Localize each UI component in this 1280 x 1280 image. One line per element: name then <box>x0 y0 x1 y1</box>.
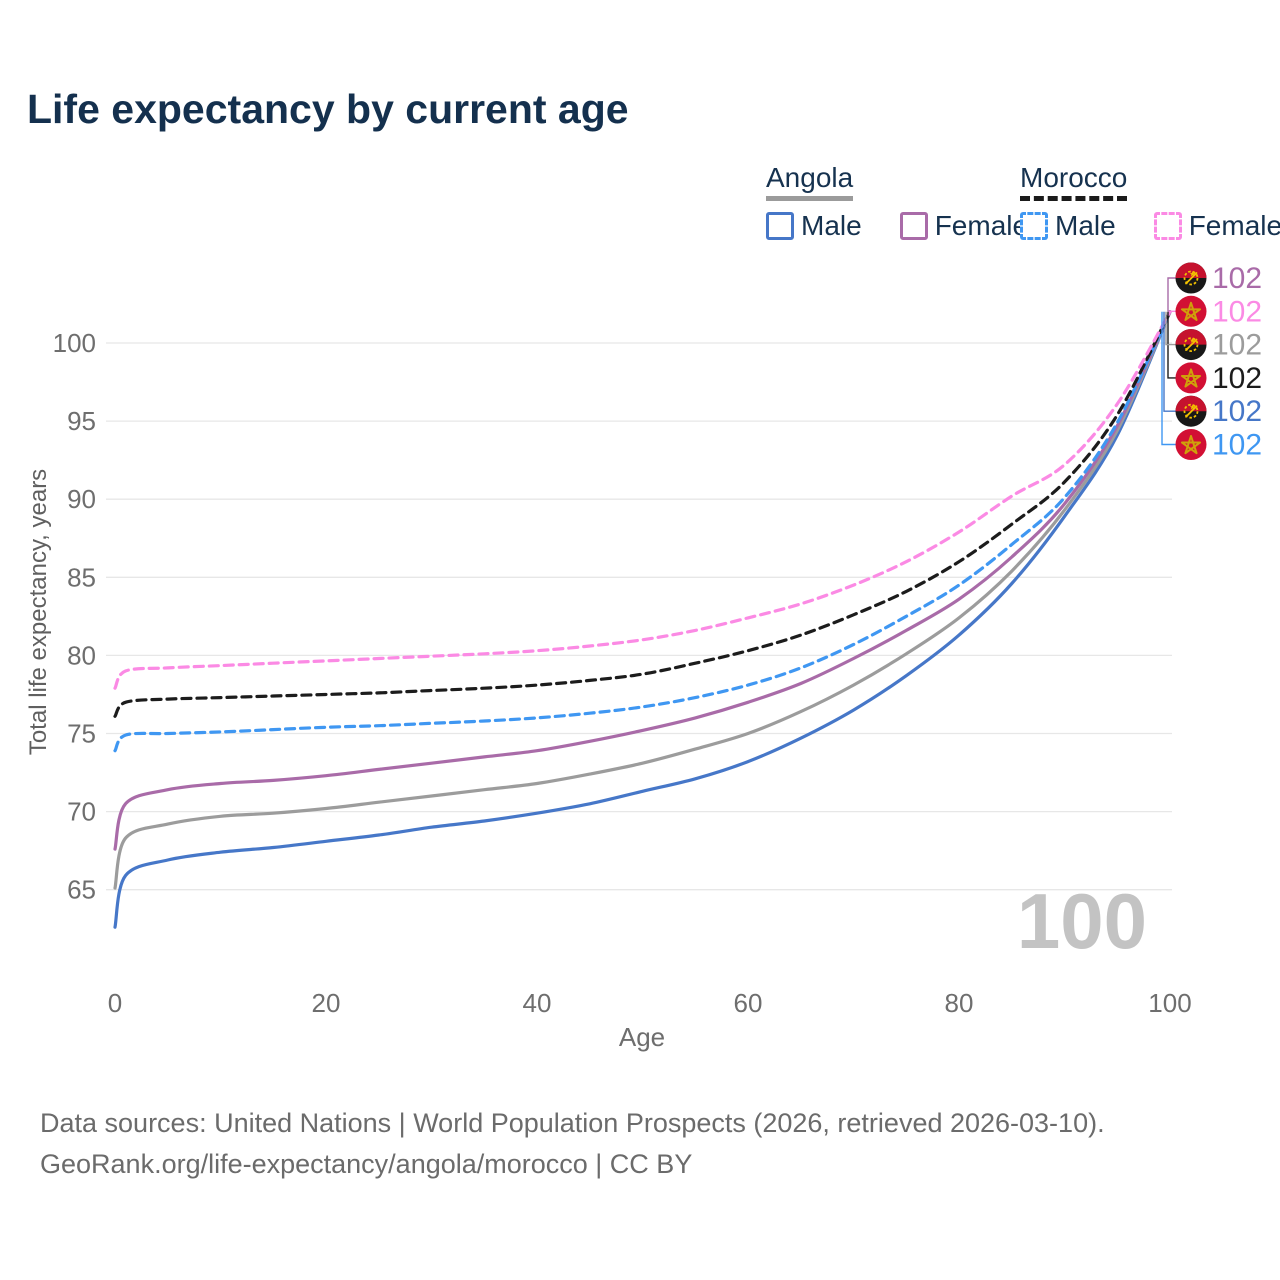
morocco-flag-icon <box>1175 429 1207 460</box>
end-leader-angola-male <box>1163 311 1176 412</box>
y-tick-label: 80 <box>67 640 96 670</box>
legend-item-angola-female[interactable]: Female <box>899 210 1029 242</box>
legend-item-morocco-male[interactable]: Male <box>1020 210 1116 242</box>
legend-group-morocco: Morocco Male Female <box>1020 162 1280 242</box>
line-angola-total <box>113 310 1172 890</box>
age-watermark: 100 <box>1017 877 1147 965</box>
legend-item-label: Female <box>934 210 1029 241</box>
line-morocco-male <box>113 310 1172 753</box>
page-title: Life expectancy by current age <box>27 86 629 132</box>
footer: Data sources: United Nations | World Pop… <box>40 1103 1105 1185</box>
end-leader-angola-total <box>1165 311 1176 346</box>
end-value-label-morocco-total: 102 <box>1212 362 1262 395</box>
end-value-label-morocco-male: 102 <box>1212 429 1262 462</box>
angola-flag-icon <box>1175 262 1207 294</box>
legend-group-title-morocco: Morocco <box>1020 162 1128 201</box>
y-tick-label: 85 <box>67 562 96 592</box>
legend: Angola Male Female Morocco Male <box>0 0 1280 242</box>
y-axis-title: Total life expectancy, years <box>25 469 52 755</box>
line-morocco-female <box>113 310 1172 690</box>
morocco-flag-icon <box>1175 295 1207 327</box>
y-tick-label: 65 <box>67 875 96 905</box>
angola-flag-icon <box>1175 329 1207 361</box>
x-tick-label: 40 <box>523 988 552 1018</box>
series-lines <box>113 310 1172 929</box>
legend-item-label: Female <box>1188 210 1280 241</box>
angola-female-swatch-icon[interactable] <box>899 212 928 240</box>
end-leader-morocco-male <box>1161 311 1176 446</box>
legend-item-angola-male[interactable]: Male <box>766 210 862 242</box>
end-leader-angola-female <box>1167 277 1176 312</box>
line-angola-female <box>113 310 1172 851</box>
morocco-female-swatch-icon[interactable] <box>1153 212 1182 240</box>
gridlines <box>106 342 1172 891</box>
x-tick-label: 60 <box>734 988 763 1018</box>
attribution-line: GeoRank.org/life-expectancy/angola/moroc… <box>40 1149 693 1179</box>
x-tick-label: 100 <box>1148 988 1191 1018</box>
end-value-label-morocco-female: 102 <box>1212 295 1262 328</box>
x-axis-title: Age <box>619 1022 665 1052</box>
legend-group-angola: Angola Male Female <box>766 162 1028 242</box>
line-morocco-total <box>113 310 1172 718</box>
morocco-male-swatch-icon[interactable] <box>1020 212 1048 240</box>
axis-tick-labels: 65 70 75 80 85 90 95 100 0 20 40 60 80 100 <box>53 328 1192 1018</box>
y-tick-label: 90 <box>67 484 96 514</box>
legend-item-label: Male <box>1055 210 1116 241</box>
end-value-label-angola-male: 102 <box>1212 395 1262 428</box>
y-tick-label: 100 <box>53 328 96 358</box>
legend-group-title-angola: Angola <box>766 162 854 201</box>
data-sources-line: Data sources: United Nations | World Pop… <box>40 1108 1105 1138</box>
y-tick-label: 95 <box>67 406 96 436</box>
x-tick-label: 0 <box>108 988 122 1018</box>
end-leader-morocco-female <box>1169 310 1176 312</box>
y-tick-label: 75 <box>67 719 96 749</box>
legend-item-morocco-female[interactable]: Female <box>1153 210 1280 242</box>
angola-male-swatch-icon[interactable] <box>766 212 794 240</box>
legend-item-label: Male <box>801 210 862 241</box>
end-value-label-angola-total: 102 <box>1212 329 1262 362</box>
y-tick-label: 70 <box>67 797 96 827</box>
x-tick-label: 80 <box>945 988 974 1018</box>
line-angola-male <box>113 310 1172 929</box>
angola-flag-icon <box>1175 395 1207 427</box>
x-tick-label: 20 <box>312 988 341 1018</box>
end-value-label-angola-female: 102 <box>1212 262 1262 295</box>
morocco-flag-icon <box>1175 362 1207 394</box>
end-leader-morocco-total <box>1167 311 1176 379</box>
